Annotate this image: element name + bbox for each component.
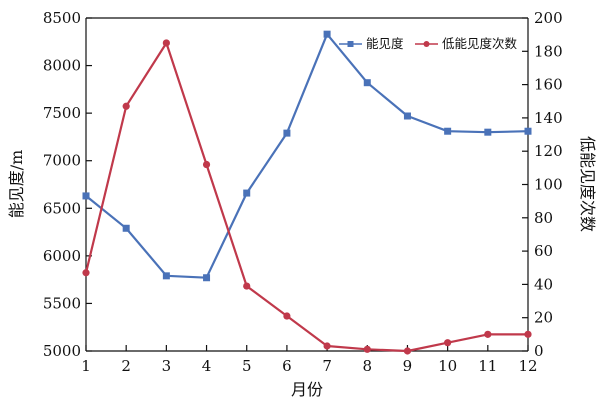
data-point-visibility xyxy=(283,129,291,137)
data-point-visibility xyxy=(484,128,492,136)
data-point-visibility xyxy=(243,189,251,197)
data-point-low-visibility-count xyxy=(403,347,412,355)
right-y-tick-label: 80 xyxy=(534,209,553,227)
right-y-tick-label: 100 xyxy=(534,176,563,194)
x-axis-ticks: 1 2 3 4 5 6 7 8 9 10 11 12 xyxy=(81,345,538,375)
right-y-tick-label: 40 xyxy=(534,275,553,293)
data-point-low-visibility-count xyxy=(122,102,130,110)
right-y-tick-label: 140 xyxy=(534,109,563,127)
left-y-tick-label: 7500 xyxy=(43,104,81,122)
left-y-tick-label: 6000 xyxy=(43,247,81,265)
x-tick-label: 10 xyxy=(438,357,457,375)
left-y-tick-label: 5500 xyxy=(43,294,81,312)
right-y-axis-title: 低能见度次数 xyxy=(578,136,597,232)
x-tick-label: 9 xyxy=(403,357,413,375)
right-y-tick-label: 60 xyxy=(534,242,553,260)
x-tick-label: 7 xyxy=(322,357,332,375)
x-tick-label: 11 xyxy=(478,357,497,375)
left-y-tick-label: 7000 xyxy=(43,152,81,170)
series-line-visibility xyxy=(85,33,529,279)
right-y-tick-label: 120 xyxy=(534,142,563,160)
x-axis-title: 月份 xyxy=(291,380,323,399)
x-tick-label: 12 xyxy=(518,357,537,375)
data-point-low-visibility-count xyxy=(283,312,291,320)
legend-label-low-visibility-count: 低能见度次数 xyxy=(442,36,518,51)
data-point-visibility xyxy=(323,30,331,38)
x-tick-label: 5 xyxy=(242,357,252,375)
series-low-visibility-count xyxy=(82,39,532,355)
x-tick-label: 3 xyxy=(162,357,172,375)
right-y-tick-label: 180 xyxy=(534,42,563,60)
data-point-visibility xyxy=(162,272,170,280)
data-point-low-visibility-count xyxy=(323,342,331,350)
plot-frame xyxy=(85,17,529,352)
right-y-axis-ticks: 0 20 40 60 80 100 120 140 160 180 200 xyxy=(522,9,563,360)
data-point-visibility xyxy=(82,192,90,200)
data-point-low-visibility-count xyxy=(363,345,371,353)
data-point-visibility xyxy=(363,79,371,87)
legend-item-visibility: 能见度 xyxy=(339,36,404,51)
data-point-visibility xyxy=(403,112,411,120)
right-y-tick-label: 160 xyxy=(534,76,563,94)
left-y-axis-title: 能见度/m xyxy=(7,150,26,219)
left-y-tick-label: 6500 xyxy=(43,199,81,217)
series-line-low-visibility-count xyxy=(84,41,528,353)
data-point-low-visibility-count xyxy=(243,282,251,290)
data-point-visibility xyxy=(524,127,532,135)
left-y-tick-label: 8000 xyxy=(43,57,81,75)
legend-label-visibility: 能见度 xyxy=(366,36,404,51)
left-y-tick-label: 5000 xyxy=(43,342,81,360)
data-point-low-visibility-count xyxy=(162,39,170,47)
data-point-low-visibility-count xyxy=(444,339,452,347)
x-tick-label: 2 xyxy=(121,357,131,375)
data-point-low-visibility-count xyxy=(202,160,211,169)
left-y-tick-label: 8500 xyxy=(43,9,81,27)
x-tick-label: 6 xyxy=(282,357,292,375)
data-point-low-visibility-count xyxy=(82,269,90,277)
legend: 能见度 低能见度次数 xyxy=(339,36,518,51)
right-y-tick-label: 0 xyxy=(534,342,544,360)
x-tick-label: 1 xyxy=(81,357,91,375)
legend-item-low-visibility-count: 低能见度次数 xyxy=(415,36,518,51)
data-point-visibility xyxy=(122,224,130,232)
legend-marker-low-visibility-count xyxy=(423,41,430,47)
right-y-tick-label: 20 xyxy=(534,309,553,327)
right-y-tick-label: 200 xyxy=(534,9,563,27)
data-point-low-visibility-count xyxy=(524,330,532,338)
data-point-low-visibility-count xyxy=(484,330,492,338)
left-y-axis-ticks: 5000 5500 6000 6500 7000 7500 8000 8500 xyxy=(43,9,92,360)
series-layer xyxy=(82,30,532,355)
series-visibility xyxy=(82,30,532,282)
legend-marker-visibility xyxy=(347,41,354,47)
x-tick-label: 8 xyxy=(362,357,372,375)
x-tick-label: 4 xyxy=(202,357,212,375)
data-point-visibility xyxy=(203,274,211,282)
data-point-visibility xyxy=(444,127,452,135)
